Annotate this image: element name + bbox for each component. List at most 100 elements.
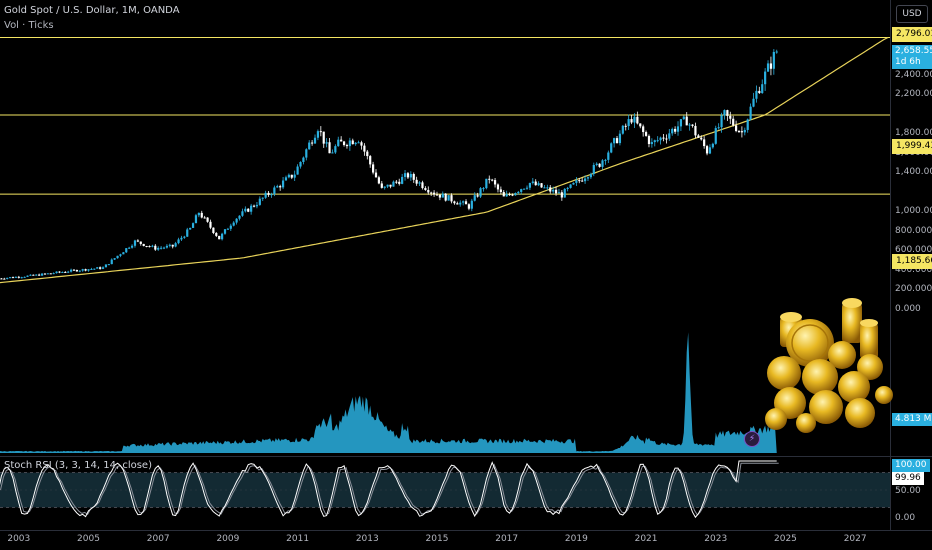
candle-body — [311, 142, 314, 144]
time-axis-divider — [0, 530, 932, 531]
candle-body — [726, 110, 729, 116]
volume-area — [0, 332, 777, 453]
candle-body — [700, 137, 703, 140]
candle-body — [162, 247, 166, 249]
candle-body — [284, 177, 288, 181]
time-label: 2017 — [495, 534, 519, 544]
currency-button[interactable]: USD — [896, 5, 928, 23]
candle-body — [688, 124, 691, 126]
candle-body — [247, 208, 250, 212]
candle-body — [607, 152, 610, 160]
candle-body — [250, 205, 253, 212]
last-price: 2,658.550 — [895, 46, 932, 56]
candle-body — [128, 247, 131, 249]
candle-body — [313, 137, 317, 144]
candle-body — [679, 119, 683, 127]
candle-body — [101, 267, 105, 269]
volume-legend[interactable]: Vol · Ticks — [4, 20, 54, 31]
symbol-title: Gold Spot / U.S. Dollar, 1M, OANDA — [4, 5, 180, 16]
candle-body — [566, 187, 569, 189]
candle-body — [682, 116, 685, 120]
candle-body — [281, 180, 285, 188]
lightning-icon[interactable]: ⚡ — [744, 431, 760, 447]
candle-body — [430, 192, 433, 194]
candle-body — [691, 124, 694, 126]
candle-body — [554, 189, 558, 194]
candle-body — [139, 241, 142, 244]
candle-body — [203, 217, 206, 219]
candle-body — [540, 183, 543, 188]
candle-body — [496, 184, 500, 190]
candle-body — [302, 157, 305, 162]
candle-body — [717, 127, 720, 129]
candle-body — [775, 51, 778, 53]
gold-coins-image — [765, 298, 893, 433]
candle-body — [473, 195, 476, 201]
candle-body — [598, 163, 601, 167]
candle-body — [157, 247, 160, 250]
price-scale-divider — [890, 0, 891, 530]
candle-body — [43, 273, 47, 275]
candle-body — [502, 192, 505, 197]
candle-body — [35, 274, 38, 276]
candle-body — [650, 142, 653, 145]
candle-body — [444, 193, 447, 201]
candle-body — [206, 217, 209, 222]
candle-body — [67, 271, 70, 273]
candle-body — [186, 229, 189, 237]
candle-body — [560, 192, 563, 198]
candle-body — [11, 277, 15, 279]
candle-body — [769, 63, 773, 69]
candle-body — [403, 173, 407, 177]
candle-body — [46, 273, 49, 275]
candle-body — [740, 131, 743, 133]
stoch-rsi-title[interactable]: Stoch RSI (3, 3, 14, 14, close) — [4, 460, 152, 471]
time-label: 2023 — [704, 534, 728, 544]
candle-body — [459, 202, 462, 205]
candle-body — [165, 245, 169, 248]
candle-body — [299, 161, 302, 167]
price-label: 1,000.000 — [895, 206, 932, 217]
candle-body — [6, 277, 9, 279]
candle-body — [534, 181, 537, 186]
candle-body — [557, 192, 561, 194]
time-label: 2005 — [77, 534, 100, 544]
candle-body — [662, 137, 665, 139]
candle-body — [633, 116, 636, 123]
candle-body — [589, 173, 592, 178]
pane-divider[interactable] — [0, 456, 932, 457]
candle-body — [267, 192, 270, 195]
candle-body — [386, 184, 389, 187]
candle-body — [734, 125, 738, 132]
price-label: 2,200.000 — [895, 89, 932, 100]
candle-body — [546, 187, 549, 189]
candle-body — [212, 227, 215, 233]
candle-body — [104, 264, 108, 268]
candle-body — [238, 215, 241, 219]
candle-body — [61, 271, 64, 273]
candle-body — [197, 212, 200, 216]
price-label: 2,400.000 — [895, 70, 932, 81]
candle-body — [758, 90, 761, 94]
candle-body — [377, 177, 381, 184]
candle-body — [345, 145, 349, 147]
candle-body — [0, 278, 3, 280]
candle-body — [75, 269, 78, 272]
candle-body — [743, 129, 746, 133]
candle-body — [592, 164, 595, 174]
price-label: 1,800.000 — [895, 128, 932, 139]
candle-body — [610, 143, 613, 153]
candle-body — [200, 212, 203, 218]
candle-body — [711, 143, 714, 148]
candle-body — [81, 269, 84, 271]
candle-body — [604, 159, 607, 161]
candle-body — [674, 128, 677, 132]
candle-body — [218, 235, 221, 240]
candle-body — [136, 240, 139, 242]
candle-body — [340, 139, 343, 142]
candle-body — [17, 276, 20, 278]
candle-body — [9, 277, 12, 279]
volume-badge: 4.813 M — [892, 413, 932, 426]
stoch-label-0: 0.00 — [895, 513, 916, 523]
